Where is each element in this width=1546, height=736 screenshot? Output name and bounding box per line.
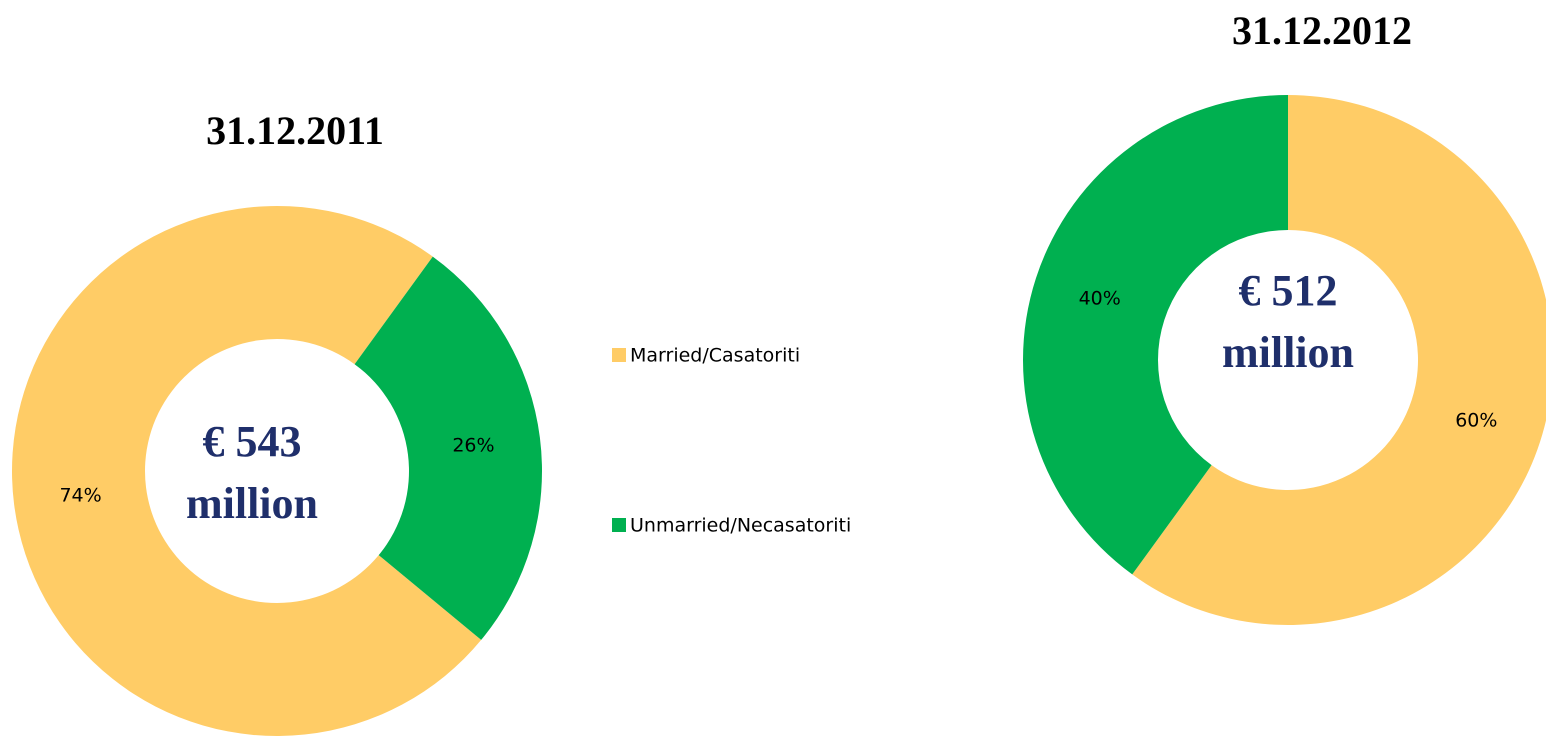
legend-swatch	[612, 348, 626, 362]
center-label: million	[186, 479, 318, 528]
donut-slice	[354, 256, 542, 640]
donut-slice	[1132, 95, 1546, 625]
donut-slice	[11, 206, 482, 736]
legend-label: Married/Casatoriti	[630, 345, 800, 367]
donut-slice	[1023, 95, 1288, 575]
data-label: 74%	[59, 484, 101, 506]
data-label: 60%	[1455, 410, 1497, 432]
center-label: million	[1222, 328, 1354, 377]
legend-label: Unmarried/Necasatoriti	[630, 515, 851, 537]
chart-title: 31.12.2012	[1232, 8, 1412, 53]
center-label: € 543	[203, 417, 302, 466]
center-label: € 512	[1239, 266, 1338, 315]
data-label: 26%	[452, 435, 494, 457]
data-label: 40%	[1079, 287, 1121, 309]
chart-title: 31.12.2011	[206, 108, 384, 153]
legend-swatch	[612, 518, 626, 532]
